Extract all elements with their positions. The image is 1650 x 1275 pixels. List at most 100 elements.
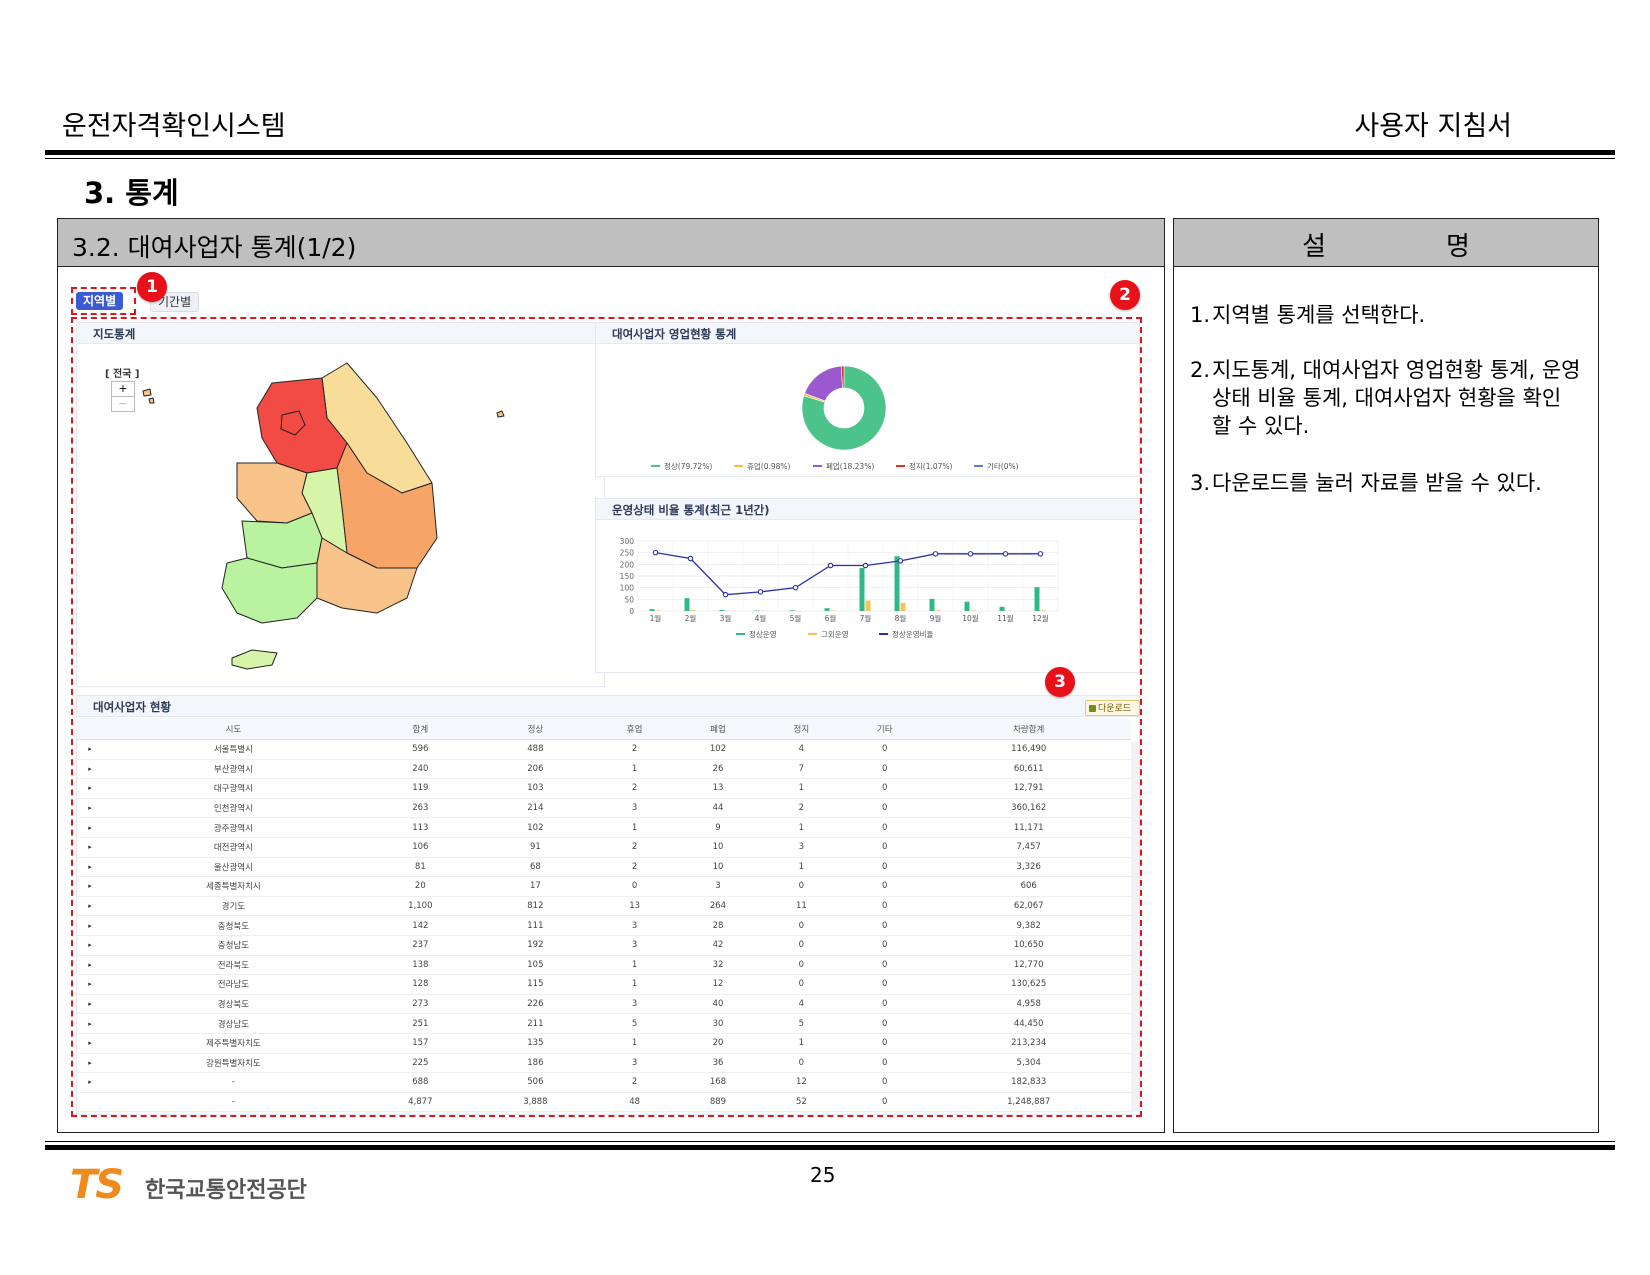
table-row[interactable]: ▸ 경상북도 273 226 3 40 4 0 4,958 (76, 994, 1131, 1015)
table-row[interactable]: ▸ 충청북도 142 111 3 28 0 0 9,382 (76, 915, 1131, 936)
tab-region[interactable]: 지역별 (76, 292, 124, 310)
bar-그외운영[interactable] (900, 602, 906, 611)
line-point[interactable] (862, 562, 869, 569)
table-cell: 대구광역시 (104, 778, 363, 799)
table-cell: - (104, 1092, 363, 1113)
expand-arrow-icon[interactable]: ▸ (76, 955, 104, 976)
line-point[interactable] (652, 549, 659, 556)
expand-arrow-icon[interactable]: ▸ (76, 915, 104, 936)
legend-label: 휴업(0.98%) (747, 462, 791, 471)
table-row[interactable]: ▸ 충청남도 237 192 3 42 0 0 10,650 (76, 935, 1131, 956)
line-point[interactable] (1002, 551, 1009, 557)
table-row[interactable]: ▸ 경상남도 251 211 5 30 5 0 44,450 (76, 1013, 1131, 1034)
table-cell: 9,382 (926, 915, 1131, 936)
bar-정상운영[interactable] (649, 609, 655, 611)
map-zoom-in-button[interactable]: + (111, 381, 135, 397)
bar-정상운영[interactable] (684, 598, 690, 611)
table-row[interactable]: ▸ 강원특별자치도 225 186 3 36 0 0 5,304 (76, 1053, 1131, 1074)
table-cell: 3 (676, 876, 760, 897)
table-cell: 606 (926, 876, 1131, 897)
bar-정상운영[interactable] (789, 610, 795, 611)
table-cell: 225 (362, 1053, 478, 1074)
table-scrollbar[interactable] (1131, 742, 1139, 1112)
bar-정상운영[interactable] (719, 610, 725, 611)
table-cell: 0 (843, 798, 927, 819)
expand-arrow-icon[interactable]: ▸ (76, 935, 104, 956)
table-cell: 2 (592, 778, 677, 799)
bar-정상운영[interactable] (964, 601, 970, 611)
expand-arrow-icon[interactable]: ▸ (76, 739, 104, 760)
line-point[interactable] (792, 584, 799, 591)
bar-정상운영[interactable] (929, 598, 935, 611)
bar-그외운영[interactable] (935, 610, 941, 611)
col-header: 시도 (104, 718, 363, 740)
x-tick-label: 7월 (860, 613, 872, 623)
y-tick-label: 150 (620, 572, 635, 581)
pie-panel: 대여사업자 영업현황 통계 정상(79.72%) 휴업(0.98%) 폐업(18.2… (595, 322, 1140, 477)
table-cell: 26 (676, 759, 760, 780)
table-row[interactable]: ▸ 대구광역시 119 103 2 13 1 0 12,791 (76, 778, 1131, 799)
expand-arrow-icon[interactable]: ▸ (76, 759, 104, 780)
line-point[interactable] (687, 555, 694, 562)
expand-arrow-icon[interactable]: ▸ (76, 817, 104, 838)
table-row[interactable]: ▸ 경기도 1,100 812 13 264 11 0 62,067 (76, 896, 1131, 917)
expand-arrow-icon[interactable]: ▸ (76, 1033, 104, 1054)
map-zoom-out-button[interactable]: — (111, 396, 135, 412)
expand-arrow-icon[interactable]: ▸ (76, 857, 104, 878)
org-logo: TS (70, 1162, 124, 1208)
table-cell: 0 (843, 974, 927, 995)
table-row[interactable]: ▸ 전라북도 138 105 1 32 0 0 12,770 (76, 955, 1131, 976)
bar-그외운영[interactable] (865, 600, 871, 612)
bar-그외운영[interactable] (1040, 610, 1046, 611)
bar-정상운영[interactable] (824, 608, 830, 611)
expand-arrow-icon[interactable]: ▸ (76, 798, 104, 819)
bar-정상운영[interactable] (894, 556, 900, 611)
line-point[interactable] (967, 551, 974, 557)
bar-정상운영[interactable] (999, 606, 1005, 611)
table-row[interactable]: ▸ 울산광역시 81 68 2 10 1 0 3,326 (76, 857, 1131, 878)
table-row[interactable]: ▸ 인천광역시 263 214 3 44 2 0 360,162 (76, 798, 1131, 819)
map-region-jeju (231, 649, 278, 670)
bar-정상운영[interactable] (1034, 587, 1040, 611)
line-point[interactable] (932, 551, 939, 557)
expand-arrow-icon[interactable]: ▸ (76, 778, 104, 799)
expand-arrow-icon[interactable]: ▸ (76, 1013, 104, 1034)
table-cell: 7 (759, 759, 844, 780)
pie-slice-3[interactable] (840, 365, 845, 389)
line-point[interactable] (757, 589, 764, 595)
pie-slice-0[interactable] (801, 365, 887, 451)
bar-정상운영[interactable] (859, 567, 865, 611)
expand-arrow-icon[interactable]: ▸ (76, 1053, 104, 1074)
line-point[interactable] (897, 558, 904, 564)
line-point[interactable] (1037, 551, 1044, 557)
table-row[interactable]: ▸ 대전광역시 106 91 2 10 3 0 7,457 (76, 837, 1131, 858)
table-cell: 경상남도 (104, 1013, 363, 1034)
expand-arrow-icon[interactable]: ▸ (76, 837, 104, 858)
table-cell: 0 (843, 955, 927, 976)
table-row[interactable]: ▸ 서울특별시 596 488 2 102 4 0 116,490 (76, 739, 1131, 760)
expand-arrow-icon[interactable]: ▸ (76, 994, 104, 1015)
table-cell: 62,067 (926, 896, 1131, 917)
line-point[interactable] (722, 591, 729, 598)
expand-arrow-icon[interactable]: ▸ (76, 896, 104, 917)
table-row[interactable]: ▸ 광주광역시 113 102 1 9 1 0 11,171 (76, 817, 1131, 838)
expand-arrow-icon[interactable]: ▸ (76, 974, 104, 995)
table-cell: 1,248,887 (926, 1092, 1131, 1113)
bar-그외운영[interactable] (690, 610, 696, 611)
expand-arrow-icon[interactable]: ▸ (76, 1072, 104, 1093)
table-cell: 273 (362, 994, 478, 1015)
table-row[interactable]: ▸ 부산광역시 240 206 1 26 7 0 60,611 (76, 759, 1131, 780)
line-point[interactable] (827, 562, 834, 569)
table-row[interactable]: ▸ 전라남도 128 115 1 12 0 0 130,625 (76, 974, 1131, 995)
table-row[interactable]: ▸ 세종특별자치시 20 17 0 3 0 0 606 (76, 876, 1131, 897)
table-cell: 부산광역시 (104, 759, 363, 780)
table-row[interactable]: ▸ -688 506 2 168 12 0 182,833 (76, 1072, 1131, 1093)
table-cell: 138 (362, 955, 478, 976)
expand-arrow-icon[interactable]: ▸ (76, 876, 104, 897)
col-header: 정지 (759, 718, 844, 740)
download-button[interactable]: 다운로드 (1085, 700, 1140, 716)
table-row[interactable]: ▸ 제주특별자치도 157 135 1 20 1 0 213,234 (76, 1033, 1131, 1054)
legend-label: 기타(0%) (987, 462, 1019, 471)
x-tick-label: 12월 (1032, 613, 1049, 623)
table-cell: 688 (362, 1072, 478, 1093)
